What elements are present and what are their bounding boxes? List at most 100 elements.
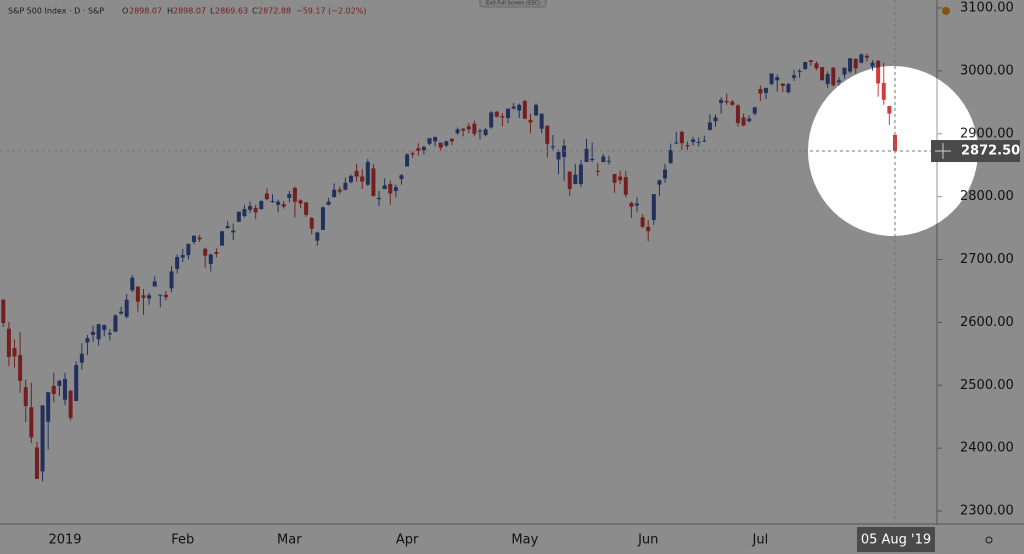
candle-body — [405, 154, 410, 167]
ohlc-h: 2898.07 — [173, 7, 206, 16]
candle-body — [34, 447, 39, 479]
candle-body — [629, 202, 634, 207]
ohlc-o-label: O — [122, 7, 128, 16]
candle-body — [489, 112, 494, 128]
candle-body — [12, 348, 17, 357]
candle-body — [808, 60, 813, 63]
candle-body — [713, 117, 718, 122]
candle-body — [46, 392, 51, 422]
candle-body — [158, 294, 163, 296]
candle-body — [365, 162, 370, 185]
ohlc-o: 2898.07 — [129, 7, 162, 16]
y-tick-label: 2500.00 — [960, 378, 1014, 393]
candle-body — [601, 156, 606, 163]
y-tick-label: 2300.00 — [960, 504, 1014, 519]
x-tick-label: 2019 — [48, 533, 81, 548]
candle-body — [29, 407, 34, 438]
candle-body — [517, 104, 522, 111]
candle-body — [231, 230, 236, 233]
candle-body — [264, 193, 269, 200]
ohlc-c: 2872.88 — [258, 7, 291, 16]
price-label-box — [931, 140, 1020, 163]
candle-body — [724, 101, 729, 103]
settings-icon[interactable] — [985, 536, 993, 544]
candle-body — [102, 324, 107, 330]
candle-body — [410, 153, 415, 155]
candle-body — [421, 146, 426, 151]
candle-body — [870, 62, 875, 67]
candle-body — [758, 89, 763, 94]
candle-body — [539, 113, 544, 129]
date-label: 05 Aug '19 — [861, 533, 931, 548]
candle-body — [707, 122, 712, 130]
candle-body — [135, 286, 140, 302]
y-tick-label: 3000.00 — [960, 63, 1014, 78]
candle-body — [876, 60, 881, 84]
date-label-box — [856, 527, 935, 552]
candle-body — [62, 378, 67, 400]
candle-body — [763, 87, 768, 93]
candle-body — [225, 226, 230, 229]
x-tick-label: May — [511, 533, 538, 548]
candle-body — [696, 141, 701, 143]
candle-body — [719, 99, 724, 103]
candle-body — [79, 353, 84, 363]
candle-body — [820, 67, 825, 81]
candle-body — [270, 201, 275, 203]
candle-body — [534, 104, 539, 116]
candle-body — [175, 256, 180, 269]
candle-body — [797, 70, 802, 72]
candle-body — [786, 84, 791, 93]
candle-body — [752, 107, 757, 114]
candle-body — [668, 150, 673, 164]
candle-body — [881, 82, 886, 100]
candle-body — [892, 134, 897, 151]
candle-body — [348, 175, 353, 183]
candle-body — [393, 187, 398, 191]
candle-body — [96, 324, 101, 340]
candle-body — [332, 189, 337, 198]
candle-body — [803, 62, 808, 69]
candle-body — [825, 74, 830, 85]
candle-body — [343, 182, 348, 190]
candle-body — [309, 218, 314, 229]
x-tick-label: Jun — [637, 533, 658, 548]
ohlc-l: 2869.63 — [215, 7, 248, 16]
candle-body — [477, 130, 482, 132]
candle-body — [276, 201, 281, 205]
candle-body — [152, 281, 157, 287]
x-tick-label: Apr — [396, 533, 419, 548]
candle-body — [831, 67, 836, 86]
candle-body — [186, 243, 191, 256]
candle-body — [691, 139, 696, 142]
candle-body — [814, 63, 819, 69]
y-tick-label: 2600.00 — [960, 315, 1014, 330]
candle-body — [433, 136, 438, 142]
candle-body — [545, 125, 550, 144]
candle-body — [842, 67, 847, 75]
candle-body — [651, 194, 656, 220]
candle-body — [191, 235, 196, 242]
candle-body — [208, 254, 213, 264]
exit-fullscreen-button[interactable] — [479, 0, 547, 8]
candle-body — [853, 58, 858, 69]
candle-body — [40, 405, 45, 472]
candle-body — [320, 207, 325, 230]
candle-body — [663, 169, 668, 179]
candle-body — [472, 123, 477, 134]
candle-body — [91, 331, 96, 335]
candle-body — [522, 101, 527, 119]
x-tick-label: Mar — [277, 533, 302, 548]
candle-body — [528, 119, 533, 123]
candle-body — [679, 131, 684, 144]
candle-body — [141, 295, 146, 298]
candle-body — [68, 390, 73, 418]
x-tick-label: Feb — [171, 533, 194, 548]
candle-body — [292, 187, 297, 202]
candle-body — [298, 200, 303, 204]
candle-body — [550, 146, 555, 148]
candle-body — [635, 203, 640, 206]
candle-body — [377, 197, 382, 200]
